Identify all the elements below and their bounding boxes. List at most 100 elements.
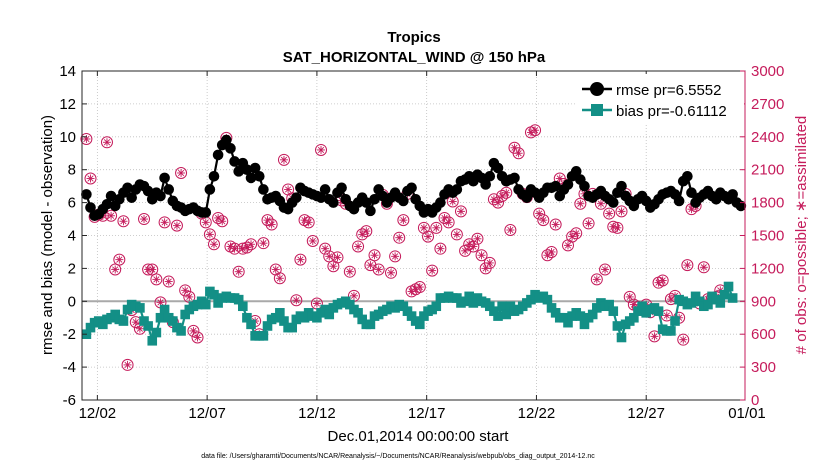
obs-marker-asterisk [433, 224, 440, 231]
bias-point [299, 312, 310, 323]
rmse-point [258, 184, 269, 195]
obs-marker-asterisk [437, 245, 444, 252]
bias-point [324, 309, 335, 320]
obs-marker-circle [496, 190, 509, 203]
obs-marker-asterisk [132, 319, 139, 326]
obs-marker [426, 264, 439, 277]
obs-marker-asterisk [614, 224, 621, 231]
obs-marker-circle [294, 253, 307, 266]
y-tick-labels: -6 -4 -2 0 2 4 6 8 10 12 14 [59, 63, 76, 409]
obs-marker [203, 228, 216, 241]
obs-marker-circle [590, 273, 603, 286]
bias-point [312, 312, 322, 323]
rmse-point [200, 207, 212, 218]
bias-point [592, 303, 602, 313]
obs-marker-asterisk [429, 267, 436, 274]
bias-point [690, 291, 701, 302]
obs-marker [323, 250, 336, 263]
bias-point [608, 306, 619, 316]
obs-marker [105, 209, 118, 222]
rmse-point [360, 197, 372, 208]
rmse-point [735, 200, 747, 212]
obs-marker-asterisk [441, 214, 448, 222]
obs-marker-circle [368, 249, 381, 262]
bias-point [612, 321, 623, 331]
obs-marker-asterisk [478, 252, 485, 259]
obs-marker [199, 216, 212, 229]
obs-marker-circle [257, 237, 270, 250]
obs-marker-asterisk [235, 268, 242, 275]
obs-marker [109, 263, 122, 276]
obs-marker [413, 281, 426, 294]
y-tick-label-right: 3000 [751, 63, 784, 80]
y-tick-label: 4 [68, 228, 76, 245]
obs-marker-asterisk [354, 243, 362, 250]
rmse-point [208, 170, 220, 182]
bias-point [258, 331, 269, 341]
obs-marker [84, 172, 97, 185]
obs-marker-asterisk [272, 266, 279, 273]
y-tick-label-right: 2700 [751, 96, 784, 113]
obs-marker [537, 214, 550, 227]
obs-marker-circle [232, 265, 245, 278]
obs-marker-circle [537, 214, 550, 227]
obs-marker-circle [277, 153, 290, 166]
obs-marker [479, 262, 492, 275]
rmse-point [229, 156, 240, 167]
bias-point [719, 289, 730, 300]
bias-point [398, 301, 409, 312]
obs-marker-circle [549, 218, 562, 231]
obs-marker-asterisk [161, 219, 168, 226]
obs-marker-asterisk [103, 139, 111, 146]
bias-point [365, 319, 376, 330]
rmse-point [122, 182, 133, 194]
obs-marker-asterisk [202, 219, 209, 226]
obs-marker-asterisk [396, 234, 403, 241]
obs-marker [467, 240, 480, 253]
legend-bias-label: bias pr=-0.61112 [616, 103, 727, 120]
y-tick-label: 2 [68, 260, 76, 277]
obs-marker-asterisk [313, 300, 321, 307]
obs-marker [422, 230, 435, 243]
bias-point [402, 306, 413, 316]
obs-marker-circle [203, 228, 216, 241]
obs-marker-circle [331, 251, 344, 264]
obs-marker-circle [504, 224, 517, 237]
obs-marker-asterisk [556, 175, 563, 182]
obs-marker [681, 259, 694, 272]
obs-marker [697, 261, 710, 274]
obs-marker-asterisk [420, 224, 428, 231]
obs-marker-circle [117, 215, 130, 228]
x-tick-label: 12/02 [79, 405, 117, 422]
obs-marker-asterisk [136, 325, 144, 332]
bias-point [629, 312, 639, 323]
obs-marker [315, 143, 328, 156]
bias-point [497, 301, 507, 312]
rmse-point [484, 170, 496, 182]
obs-marker [529, 124, 542, 137]
obs-marker-circle [574, 197, 587, 210]
obs-marker-asterisk [552, 221, 559, 228]
obs-marker [549, 218, 562, 231]
bias-point [122, 304, 133, 315]
obs-marker-asterisk [659, 277, 666, 284]
x-tick-label: 12/12 [298, 405, 336, 422]
rmse-point [142, 185, 154, 197]
obs-marker-asterisk [317, 146, 325, 154]
obs-marker [100, 136, 113, 149]
obs-marker-circle [384, 266, 397, 279]
y-tick-label-right: 0 [751, 392, 759, 409]
obs-marker-asterisk [260, 240, 267, 247]
rmse-series [81, 134, 747, 222]
obs-marker [240, 241, 253, 254]
bias-point [579, 319, 590, 330]
rmse-point [616, 180, 627, 192]
obs-marker-circle [475, 249, 488, 262]
obs-marker-asterisk [210, 241, 218, 248]
obs-marker-circle [648, 330, 661, 343]
obs-marker-asterisk [597, 200, 605, 207]
bias-point [176, 326, 186, 336]
bias-point [287, 322, 298, 333]
rmse-point [336, 182, 347, 194]
rmse-point [451, 184, 463, 195]
